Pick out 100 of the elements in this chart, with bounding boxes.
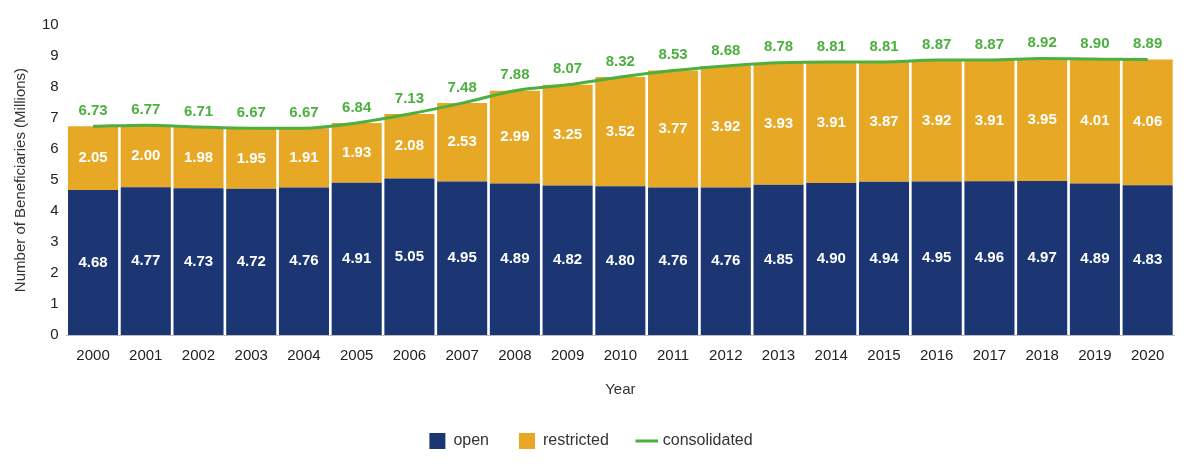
y-tick-label: 0 — [50, 325, 59, 343]
bar — [964, 181, 1015, 335]
legend-label: consolidated — [662, 431, 753, 449]
data-label: 7.48 — [447, 77, 477, 95]
x-tick-label: 2003 — [234, 346, 268, 364]
data-label: 5.05 — [394, 246, 425, 264]
data-label: 4.85 — [763, 249, 794, 267]
bar — [806, 61, 857, 184]
data-label: 6.67 — [289, 102, 319, 120]
x-tick-label: 2000 — [76, 346, 110, 364]
data-label: 4.82 — [553, 250, 583, 268]
data-label: 4.83 — [1133, 250, 1163, 268]
data-label: 4.76 — [711, 251, 741, 269]
data-label: 6.77 — [131, 99, 161, 117]
bar — [806, 183, 857, 335]
bar — [331, 182, 382, 335]
x-tick-label: 2007 — [445, 346, 479, 364]
data-label: 8.89 — [1133, 34, 1163, 52]
bar — [858, 61, 910, 182]
x-tick-label: 2008 — [498, 346, 532, 364]
data-label: 8.07 — [553, 59, 583, 77]
data-label: 3.87 — [869, 112, 899, 130]
bar — [858, 181, 910, 335]
data-label: 2.08 — [394, 136, 425, 154]
bar — [964, 60, 1015, 182]
data-label: 3.91 — [816, 112, 846, 130]
data-label: 8.32 — [605, 51, 635, 69]
data-label: 8.78 — [763, 37, 794, 55]
data-label: 4.94 — [869, 248, 900, 266]
bar — [437, 103, 488, 182]
data-label: 2.05 — [78, 148, 108, 166]
legend-label: open — [453, 431, 489, 449]
bar — [1122, 185, 1173, 335]
data-label: 3.95 — [1027, 109, 1057, 127]
bar — [226, 128, 277, 189]
data-label: 3.25 — [553, 125, 583, 143]
bar — [542, 84, 593, 186]
y-tick-label: 3 — [50, 232, 59, 250]
x-tick-label: 2002 — [181, 346, 216, 364]
bar — [173, 126, 224, 189]
bar — [1017, 58, 1068, 181]
x-tick-label: 2009 — [550, 346, 585, 364]
x-tick-label: 2013 — [761, 346, 796, 364]
data-label: 4.80 — [605, 250, 635, 268]
x-tick-label: 2001 — [129, 346, 163, 364]
data-label: 4.95 — [922, 248, 952, 266]
bar — [911, 60, 962, 182]
bar — [68, 126, 119, 190]
data-label: 4.77 — [131, 251, 161, 269]
x-tick-label: 2020 — [1130, 346, 1165, 364]
data-label: 7.13 — [394, 88, 425, 106]
data-label: 3.77 — [658, 119, 688, 137]
legend-label: restricted — [542, 431, 609, 449]
bar — [595, 186, 646, 335]
y-tick-label: 7 — [50, 108, 59, 126]
data-label: 1.93 — [342, 143, 372, 161]
data-label: 2.00 — [131, 146, 161, 164]
bar — [278, 187, 330, 335]
bar — [68, 189, 119, 335]
data-label: 4.72 — [236, 251, 266, 269]
data-label: 3.91 — [974, 110, 1005, 128]
bar — [648, 70, 699, 188]
y-tick-label: 2 — [50, 263, 59, 281]
bar — [331, 122, 382, 183]
bar — [489, 183, 540, 335]
x-tick-label: 2006 — [392, 346, 427, 364]
x-tick-label: 2016 — [920, 346, 954, 364]
x-tick-label: 2014 — [814, 346, 848, 364]
data-label: 4.68 — [78, 252, 108, 270]
bar — [911, 181, 962, 335]
x-tick-label: 2012 — [709, 346, 743, 364]
data-label: 3.52 — [605, 121, 635, 139]
y-axis-title: Number of Beneficiaries (Millions) — [11, 67, 29, 293]
bar — [437, 181, 488, 335]
x-tick-label: 2017 — [972, 346, 1007, 364]
data-label: 8.81 — [816, 36, 846, 54]
data-label: 4.73 — [183, 251, 214, 269]
bar — [278, 128, 330, 188]
x-tick-label: 2010 — [603, 346, 638, 364]
x-tick-label: 2005 — [340, 346, 374, 364]
data-label: 6.84 — [342, 97, 372, 115]
data-label: 8.81 — [869, 36, 899, 54]
y-tick-label: 5 — [50, 170, 59, 188]
bar — [384, 178, 435, 335]
data-label: 2.53 — [447, 132, 477, 150]
data-label: 4.06 — [1133, 112, 1163, 130]
data-label: 4.97 — [1027, 248, 1057, 266]
data-label: 7.88 — [500, 65, 530, 83]
bar — [226, 188, 277, 335]
data-label: 8.87 — [974, 34, 1005, 52]
bar — [120, 187, 171, 335]
bar — [1069, 183, 1120, 335]
bar — [753, 184, 804, 335]
data-label: 1.91 — [289, 147, 319, 165]
x-tick-label: 2015 — [867, 346, 901, 364]
bar — [700, 187, 751, 335]
bar — [489, 90, 540, 184]
data-label: 4.01 — [1080, 111, 1110, 129]
data-label: 4.95 — [447, 248, 477, 266]
data-label: 3.92 — [922, 110, 952, 128]
